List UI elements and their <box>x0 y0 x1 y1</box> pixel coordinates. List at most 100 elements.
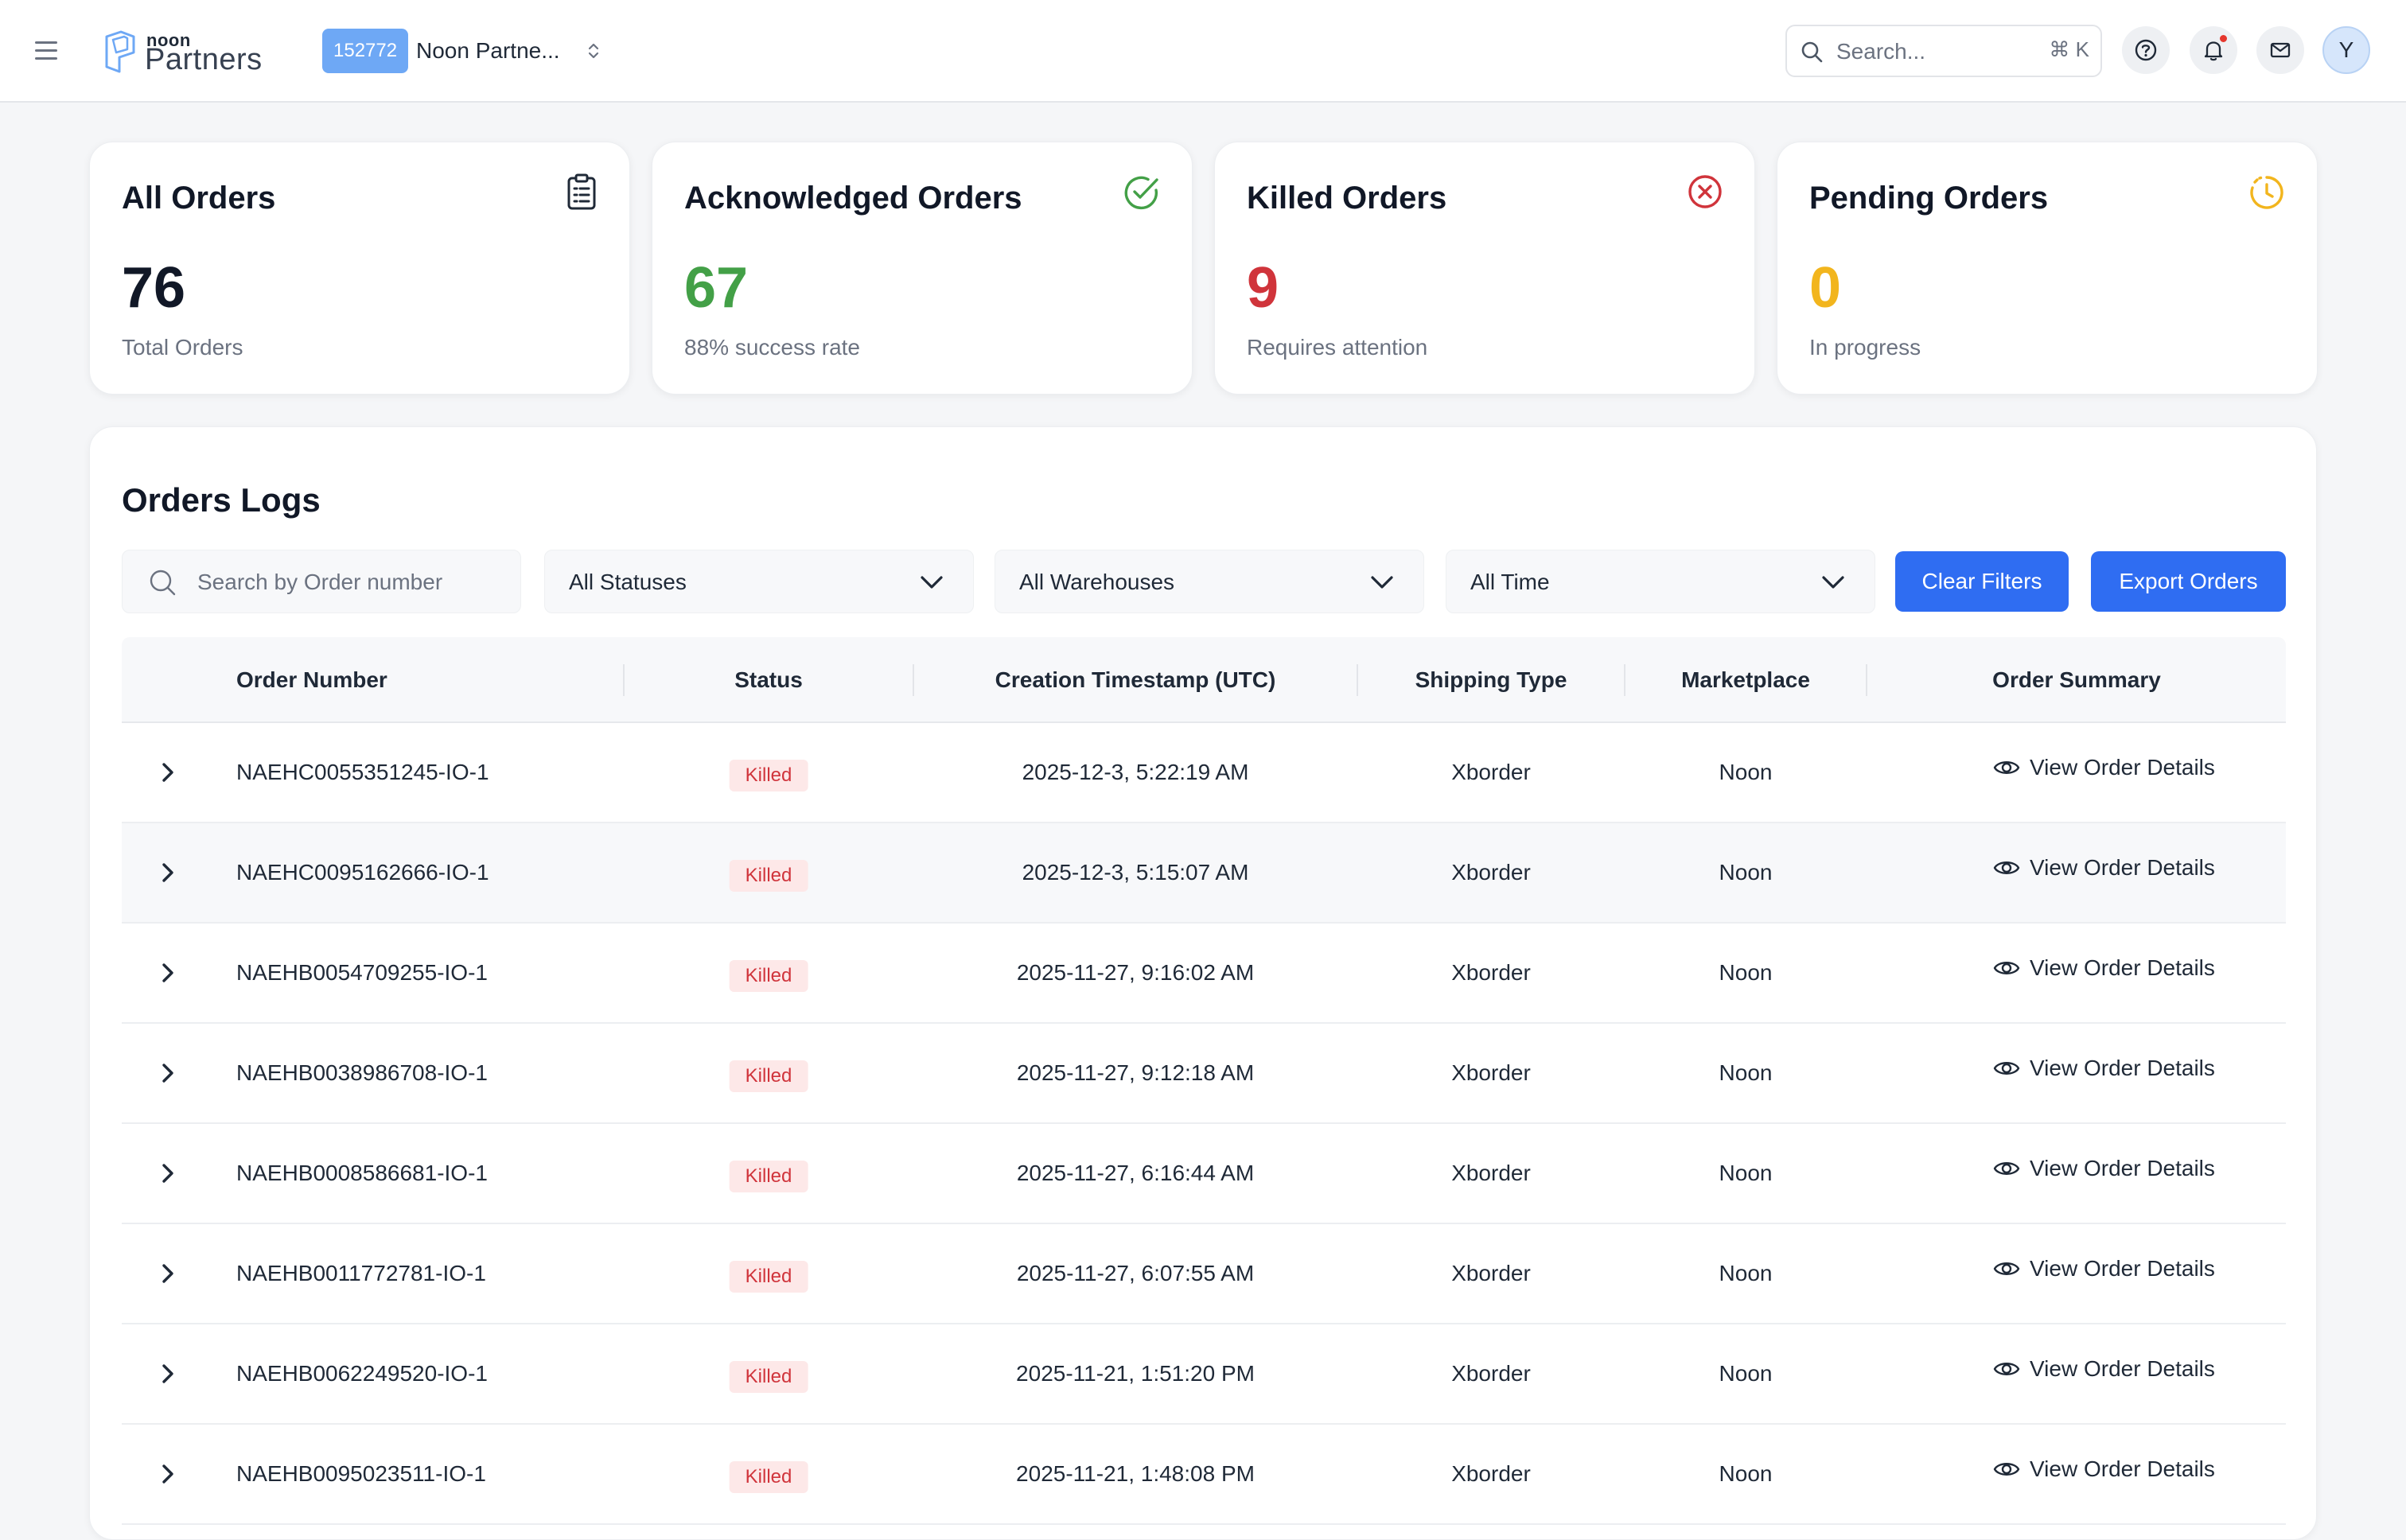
search-shortcut-hint: ⌘ K <box>2049 37 2089 61</box>
status-cell: Killed <box>623 823 914 922</box>
status-filter-value: All Statuses <box>569 570 687 594</box>
shipping-type-cell: Xborder <box>1451 1361 1531 1386</box>
chevron-right-icon[interactable] <box>154 1159 182 1188</box>
column-divider <box>1357 664 1358 696</box>
status-filter-dropdown[interactable]: All Statuses <box>544 550 974 613</box>
table-row[interactable]: NAEHB0011772781-IO-1 Killed 2025-11-27, 6:… <box>122 1224 2286 1324</box>
help-button[interactable] <box>2122 26 2170 74</box>
chevron-right-icon[interactable] <box>154 1259 182 1288</box>
account-switcher[interactable]: 152772 Noon Partne... <box>322 29 609 73</box>
hamburger-menu-icon[interactable] <box>32 35 64 67</box>
marketplace-cell: Noon <box>1719 1060 1773 1085</box>
status-cell: Killed <box>623 1024 914 1122</box>
stat-title: Acknowledged Orders <box>684 181 1022 216</box>
marketplace-cell: Noon <box>1719 1261 1773 1285</box>
account-id-badge: 152772 <box>322 29 409 73</box>
chevron-down-icon <box>1822 576 1844 589</box>
warehouse-filter-dropdown[interactable]: All Warehouses <box>995 550 1424 613</box>
shipping-type-cell: Xborder <box>1451 860 1531 885</box>
marketplace-cell: Noon <box>1719 1361 1773 1386</box>
time-filter-dropdown[interactable]: All Time <box>1446 550 1875 613</box>
stat-value: 9 <box>1247 256 1279 320</box>
table-row[interactable]: NAEHC0095162666-IO-1 Killed 2025-12-3, 5:1… <box>122 823 2286 924</box>
table-row[interactable]: NAEHB0095023511-IO-1 Killed 2025-11-21, 1:… <box>122 1425 2286 1525</box>
order-number-cell: NAEHB0038986708-IO-1 <box>236 1060 488 1085</box>
marketplace-cell: Noon <box>1719 960 1773 985</box>
chevron-right-icon[interactable] <box>154 959 182 987</box>
table-row[interactable]: NAEHC0055351245-IO-1 Killed 2025-12-3, 5:2… <box>122 723 2286 823</box>
global-search[interactable]: ⌘ K <box>1785 25 2102 77</box>
timestamp-cell: 2025-11-21, 1:51:20 PM <box>1016 1361 1255 1386</box>
messages-button[interactable] <box>2256 26 2304 74</box>
column-header-order-summary[interactable]: Order Summary <box>1992 667 2161 692</box>
column-divider <box>1624 664 1625 696</box>
export-orders-button[interactable]: Export Orders <box>2091 551 2286 612</box>
notifications-button[interactable] <box>2190 26 2237 74</box>
table-row[interactable]: NAEHB0054709255-IO-1 Killed 2025-11-27, 9:… <box>122 924 2286 1024</box>
table-row[interactable]: NAEHB0062249520-IO-1 Killed 2025-11-21, 1:… <box>122 1324 2286 1425</box>
stat-card-killed-orders: Killed Orders 9 Requires attention <box>1214 142 1755 395</box>
status-cell: Killed <box>623 723 914 822</box>
eye-icon <box>1993 1363 2020 1375</box>
user-avatar[interactable]: Y <box>2322 26 2370 74</box>
eye-icon <box>1993 1162 2020 1175</box>
chevron-updown-icon <box>588 43 599 59</box>
chevron-right-icon[interactable] <box>154 1359 182 1388</box>
orders-logs-title: Orders Logs <box>122 481 321 519</box>
stat-card-acknowledged-orders: Acknowledged Orders 67 88% success rate <box>652 142 1193 395</box>
timestamp-cell: 2025-12-3, 5:22:19 AM <box>1022 760 1249 784</box>
eye-icon <box>1993 962 2020 974</box>
status-cell: Killed <box>623 1124 914 1223</box>
time-filter-value: All Time <box>1470 570 1550 594</box>
order-search[interactable] <box>122 550 521 613</box>
status-badge: Killed <box>729 860 808 892</box>
orders-table-header: Order Number Status Creation Timestamp (… <box>122 637 2286 723</box>
x-circle-icon <box>1688 175 1722 208</box>
order-number-cell: NAEHB0095023511-IO-1 <box>236 1461 486 1486</box>
chevron-right-icon[interactable] <box>154 1059 182 1087</box>
shipping-type-cell: Xborder <box>1451 1461 1531 1486</box>
noon-partners-logo[interactable]: noon Partners <box>102 27 277 76</box>
chevron-right-icon[interactable] <box>154 858 182 887</box>
status-cell: Killed <box>623 1224 914 1323</box>
marketplace-cell: Noon <box>1719 760 1773 784</box>
stat-card-all-orders: All Orders 76 Total Orders <box>89 142 630 395</box>
eye-icon <box>1993 1062 2020 1075</box>
table-row[interactable]: NAEHB0038986708-IO-1 Killed 2025-11-27, 9:… <box>122 1024 2286 1124</box>
stat-card-pending-orders: Pending Orders 0 In progress <box>1777 142 2318 395</box>
eye-icon <box>1993 761 2020 774</box>
notification-dot <box>2218 33 2229 44</box>
status-badge: Killed <box>729 1461 808 1493</box>
shipping-type-cell: Xborder <box>1451 1161 1531 1185</box>
stat-title: All Orders <box>122 181 276 216</box>
chevron-right-icon[interactable] <box>154 758 182 787</box>
column-header-marketplace[interactable]: Marketplace <box>1681 667 1810 692</box>
column-divider <box>1866 664 1867 696</box>
stat-subtitle: Total Orders <box>122 335 243 360</box>
column-header-creation-timestamp[interactable]: Creation Timestamp (UTC) <box>995 667 1276 692</box>
orders-logs-panel: Orders Logs All Statuses All Warehouses … <box>89 426 2317 1540</box>
view-order-details-label: View Order Details <box>2030 1156 2215 1180</box>
column-header-shipping-type[interactable]: Shipping Type <box>1415 667 1567 692</box>
chevron-right-icon[interactable] <box>154 1460 182 1488</box>
column-header-order-number[interactable]: Order Number <box>236 667 387 692</box>
eye-icon <box>1993 1262 2020 1275</box>
view-order-details-label: View Order Details <box>2030 1056 2215 1080</box>
view-order-details-label: View Order Details <box>2030 955 2215 980</box>
status-badge: Killed <box>729 760 808 791</box>
column-header-status[interactable]: Status <box>734 667 803 692</box>
stat-value: 76 <box>122 256 186 320</box>
order-number-cell: NAEHB0054709255-IO-1 <box>236 960 488 985</box>
view-order-details-label: View Order Details <box>2030 1456 2215 1481</box>
status-cell: Killed <box>623 1324 914 1423</box>
status-badge: Killed <box>729 1261 808 1293</box>
shipping-type-cell: Xborder <box>1451 1261 1531 1285</box>
clock-icon <box>2250 176 2283 209</box>
global-search-input[interactable] <box>1836 36 2019 68</box>
clear-filters-button[interactable]: Clear Filters <box>1895 551 2069 612</box>
timestamp-cell: 2025-11-21, 1:48:08 PM <box>1016 1461 1255 1486</box>
order-search-input[interactable] <box>197 566 500 598</box>
order-number-cell: NAEHB0008586681-IO-1 <box>236 1161 488 1185</box>
column-divider <box>913 664 914 696</box>
table-row[interactable]: NAEHB0008586681-IO-1 Killed 2025-11-27, 6:… <box>122 1124 2286 1224</box>
